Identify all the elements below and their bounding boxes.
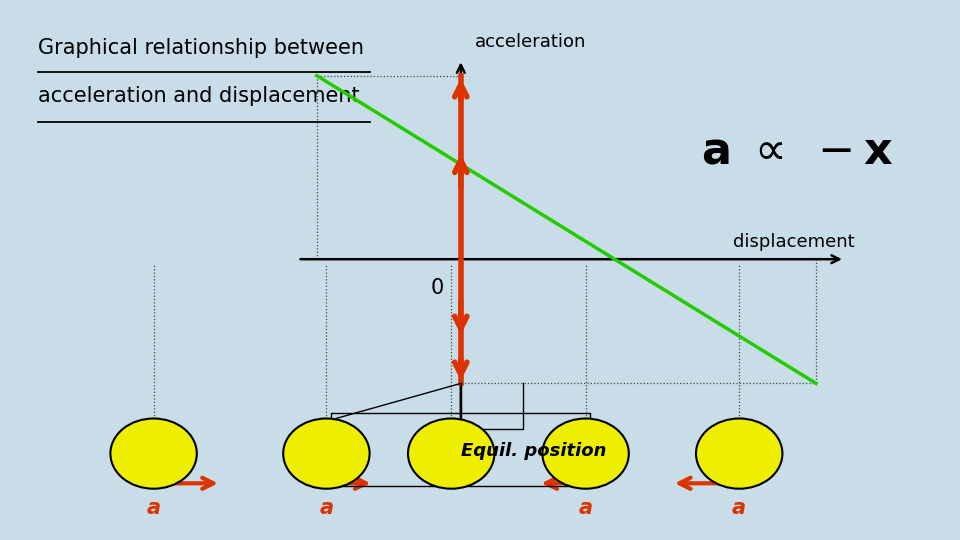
Text: 0: 0 (430, 278, 444, 298)
Ellipse shape (696, 418, 782, 489)
Text: displacement: displacement (732, 233, 854, 251)
Text: a: a (732, 497, 746, 518)
Ellipse shape (283, 418, 370, 489)
Text: acceleration: acceleration (475, 33, 587, 51)
Text: Equil. position: Equil. position (461, 442, 607, 460)
Ellipse shape (110, 418, 197, 489)
Ellipse shape (408, 418, 494, 489)
Text: Graphical relationship between: Graphical relationship between (38, 38, 365, 58)
Ellipse shape (542, 418, 629, 489)
Text: a: a (320, 497, 333, 518)
Text: a: a (147, 497, 160, 518)
Text: a: a (579, 497, 592, 518)
Text: acceleration and displacement: acceleration and displacement (38, 86, 360, 106)
Text: $\mathbf{a}\ \propto\ -\mathbf{x}$: $\mathbf{a}\ \propto\ -\mathbf{x}$ (701, 130, 894, 173)
